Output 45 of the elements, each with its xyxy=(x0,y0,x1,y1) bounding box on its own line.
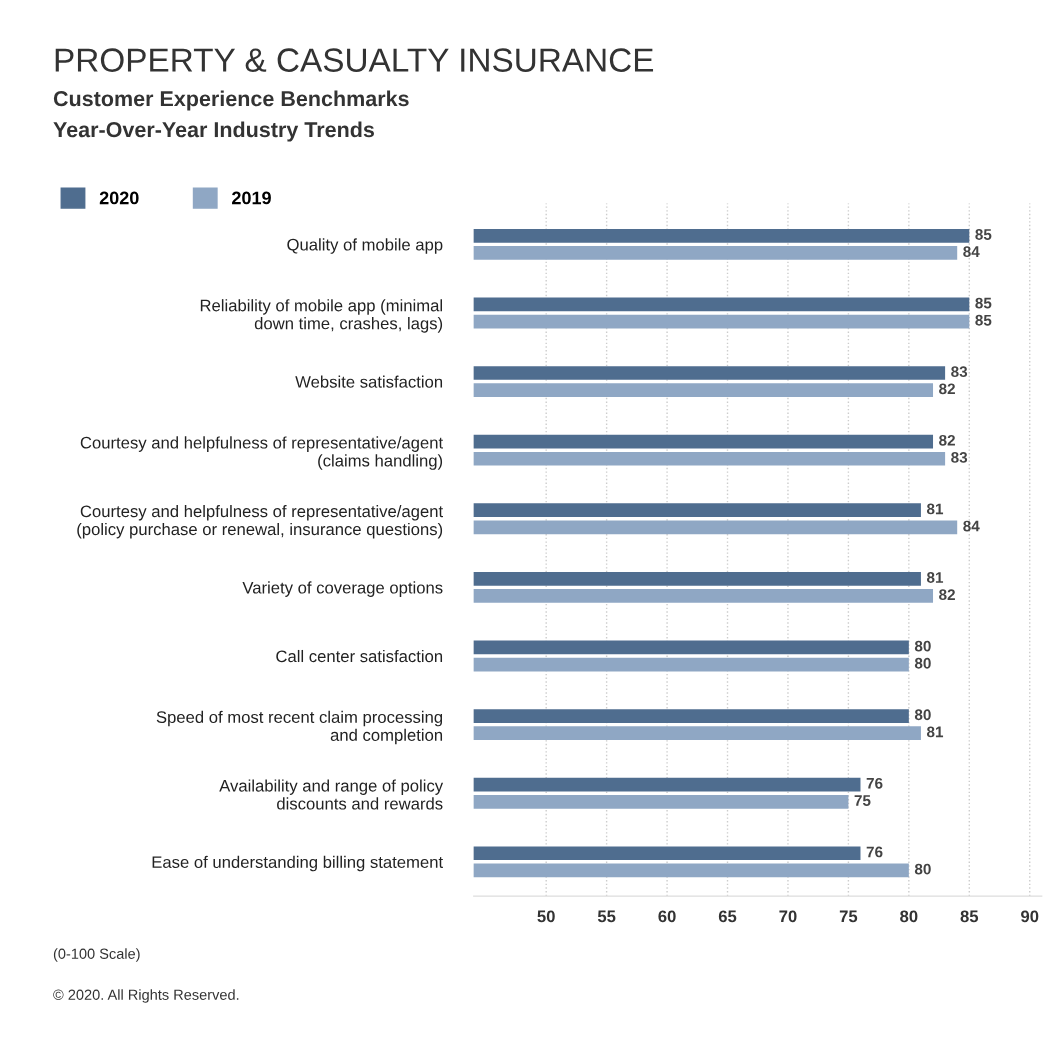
x-tick-label: 55 xyxy=(597,910,616,923)
y-tick-label: Call center satisfaction xyxy=(276,649,443,663)
data-label: 81 xyxy=(926,503,944,515)
x-tick-label: 70 xyxy=(779,910,797,923)
data-label: 76 xyxy=(866,846,883,858)
y-tick-label: Website satisfaction xyxy=(295,375,443,388)
data-label: 81 xyxy=(926,572,944,583)
text: (0-100 Scale) xyxy=(53,948,140,962)
chart-title: PROPERTY & CASUALTY INSURANCE xyxy=(55,48,654,72)
text: © 2020. All Rights Reserved. xyxy=(53,989,239,1003)
y-tick-label: Ease of understanding billing statement xyxy=(152,855,443,872)
y-tick-label: Reliability of mobile app (minimal down time, crashes, lags) xyxy=(200,299,443,333)
data-label: 84 xyxy=(963,520,980,532)
text: Customer Experience Benchmarks Year-Over-Year Industry Trends xyxy=(53,90,409,142)
y-tick-label: Availability and range of policy discounts and rewards xyxy=(219,779,444,810)
y-tick-label: Courtesy and helpfulness of representative/agent (claims handling) xyxy=(80,436,443,470)
x-tick-label: 80 xyxy=(900,910,918,923)
y-tick-label: Variety of coverage options xyxy=(242,581,443,597)
data-label: 82 xyxy=(939,589,955,601)
data-label: 80 xyxy=(914,709,931,721)
data-label: 81 xyxy=(926,726,944,738)
data-label: 80 xyxy=(914,640,931,652)
x-tick-label: 85 xyxy=(960,910,979,923)
x-tick-label: 65 xyxy=(718,910,737,923)
data-label: 85 xyxy=(975,297,992,309)
data-label: 83 xyxy=(951,366,968,378)
data-label: 84 xyxy=(963,246,980,258)
data-label: 85 xyxy=(975,229,992,240)
legend-label: 2020 xyxy=(99,191,139,205)
y-tick-label: Speed of most recent claim processing and completion xyxy=(156,710,443,745)
data-label: 75 xyxy=(854,795,871,806)
y-tick-label: Quality of mobile app xyxy=(287,238,443,254)
y-tick-label: Courtesy and helpfulness of representative/agent (policy purchase or renewal, insurance questions) xyxy=(77,504,443,539)
x-tick-label: 90 xyxy=(1021,910,1039,923)
data-label: 83 xyxy=(951,452,968,463)
data-label: 80 xyxy=(914,863,931,875)
data-label: 82 xyxy=(939,383,955,395)
x-tick-label: 75 xyxy=(839,910,858,923)
x-tick-label: 50 xyxy=(537,910,555,923)
data-label: 80 xyxy=(914,657,931,669)
legend-label: 2019 xyxy=(232,191,271,205)
data-label: 82 xyxy=(939,434,955,446)
x-tick-label: 60 xyxy=(658,910,676,923)
data-label: 76 xyxy=(866,777,883,789)
data-label: 85 xyxy=(975,314,992,326)
